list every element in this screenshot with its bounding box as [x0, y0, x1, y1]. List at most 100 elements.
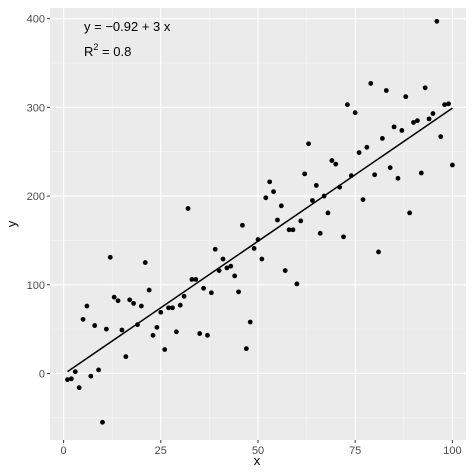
data-point [208, 290, 214, 296]
data-point [88, 373, 94, 379]
y-axis-title: y [4, 220, 19, 227]
data-point [216, 268, 222, 273]
data-point [282, 268, 288, 273]
data-point [352, 110, 358, 116]
data-point [111, 294, 117, 300]
data-point [243, 346, 249, 352]
data-point [201, 285, 206, 291]
data-point [298, 218, 304, 224]
data-point [430, 111, 436, 116]
data-point [123, 354, 129, 360]
r-squared-value: = 0.8 [98, 44, 131, 59]
data-point [426, 116, 432, 122]
data-point [103, 326, 109, 332]
data-point [224, 265, 230, 271]
data-point [380, 135, 385, 141]
data-point [337, 184, 343, 190]
data-point [407, 210, 413, 216]
data-point [376, 249, 381, 255]
data-point [197, 331, 203, 336]
data-point [150, 332, 156, 338]
data-point [173, 329, 179, 335]
regression-equation: y = −0.92 + 3 x [84, 19, 171, 34]
data-point [383, 88, 389, 93]
r-squared-exponent: 2 [93, 42, 98, 52]
data-point [329, 158, 335, 163]
data-point [127, 297, 133, 303]
axis-ticks: 0 25 50 75 100 0 100 200 300 400 [27, 14, 462, 457]
data-point [142, 260, 148, 265]
data-point [360, 197, 366, 203]
data-point [418, 170, 424, 176]
data-point [356, 150, 362, 155]
data-point [146, 287, 152, 293]
data-point [251, 245, 257, 251]
data-point [302, 171, 308, 177]
data-point [138, 303, 144, 309]
data-point [391, 124, 397, 130]
data-point [158, 309, 164, 315]
data-point [313, 183, 319, 188]
y-tick-label: 400 [27, 14, 45, 26]
data-point [240, 222, 245, 228]
data-point [84, 303, 90, 309]
data-point [290, 227, 296, 233]
data-point [185, 206, 191, 211]
data-point [100, 419, 105, 425]
data-point [446, 101, 451, 107]
x-tick-label: 25 [155, 445, 167, 457]
data-point [411, 120, 416, 125]
data-point [236, 289, 241, 295]
data-point [247, 319, 253, 325]
data-point [325, 210, 331, 216]
data-point [387, 165, 393, 171]
data-point [368, 81, 374, 86]
data-point [181, 293, 187, 299]
data-point [372, 172, 378, 178]
data-point [131, 300, 136, 306]
data-point [415, 118, 420, 124]
data-point [76, 385, 82, 391]
data-point [162, 347, 168, 352]
data-point [259, 256, 265, 262]
data-point [170, 305, 175, 311]
data-point [68, 376, 74, 382]
data-point [267, 179, 273, 185]
data-point [271, 189, 276, 195]
data-point [278, 203, 284, 209]
data-point [403, 94, 409, 100]
r-squared-label: R2 = 0.8 [84, 42, 131, 59]
y-tick-label: 300 [27, 102, 45, 114]
major-grid [50, 8, 466, 440]
data-point [294, 281, 300, 287]
data-point [193, 277, 199, 282]
data-point [286, 227, 292, 233]
data-point [96, 367, 101, 373]
x-tick-label: 75 [349, 445, 361, 457]
data-point [399, 128, 405, 133]
data-point [442, 102, 448, 108]
data-point [306, 141, 311, 147]
data-point [263, 195, 269, 201]
data-point [364, 144, 370, 150]
data-point [177, 302, 183, 308]
y-tick-label: 0 [39, 368, 45, 380]
data-point [119, 327, 125, 333]
x-tick-label: 0 [61, 445, 67, 457]
data-point [345, 102, 350, 108]
data-point [92, 323, 98, 328]
data-point [72, 369, 78, 375]
data-point [154, 324, 160, 330]
data-point [232, 273, 238, 279]
r-squared-symbol: R [84, 44, 93, 59]
x-tick-label: 100 [443, 445, 461, 457]
x-tick-label: 50 [252, 445, 264, 457]
x-axis-title: x [254, 453, 261, 468]
data-point [449, 162, 455, 168]
data-point [107, 254, 113, 260]
data-point [255, 237, 261, 242]
data-points [65, 18, 455, 425]
data-point [333, 161, 339, 167]
data-point [166, 305, 171, 311]
